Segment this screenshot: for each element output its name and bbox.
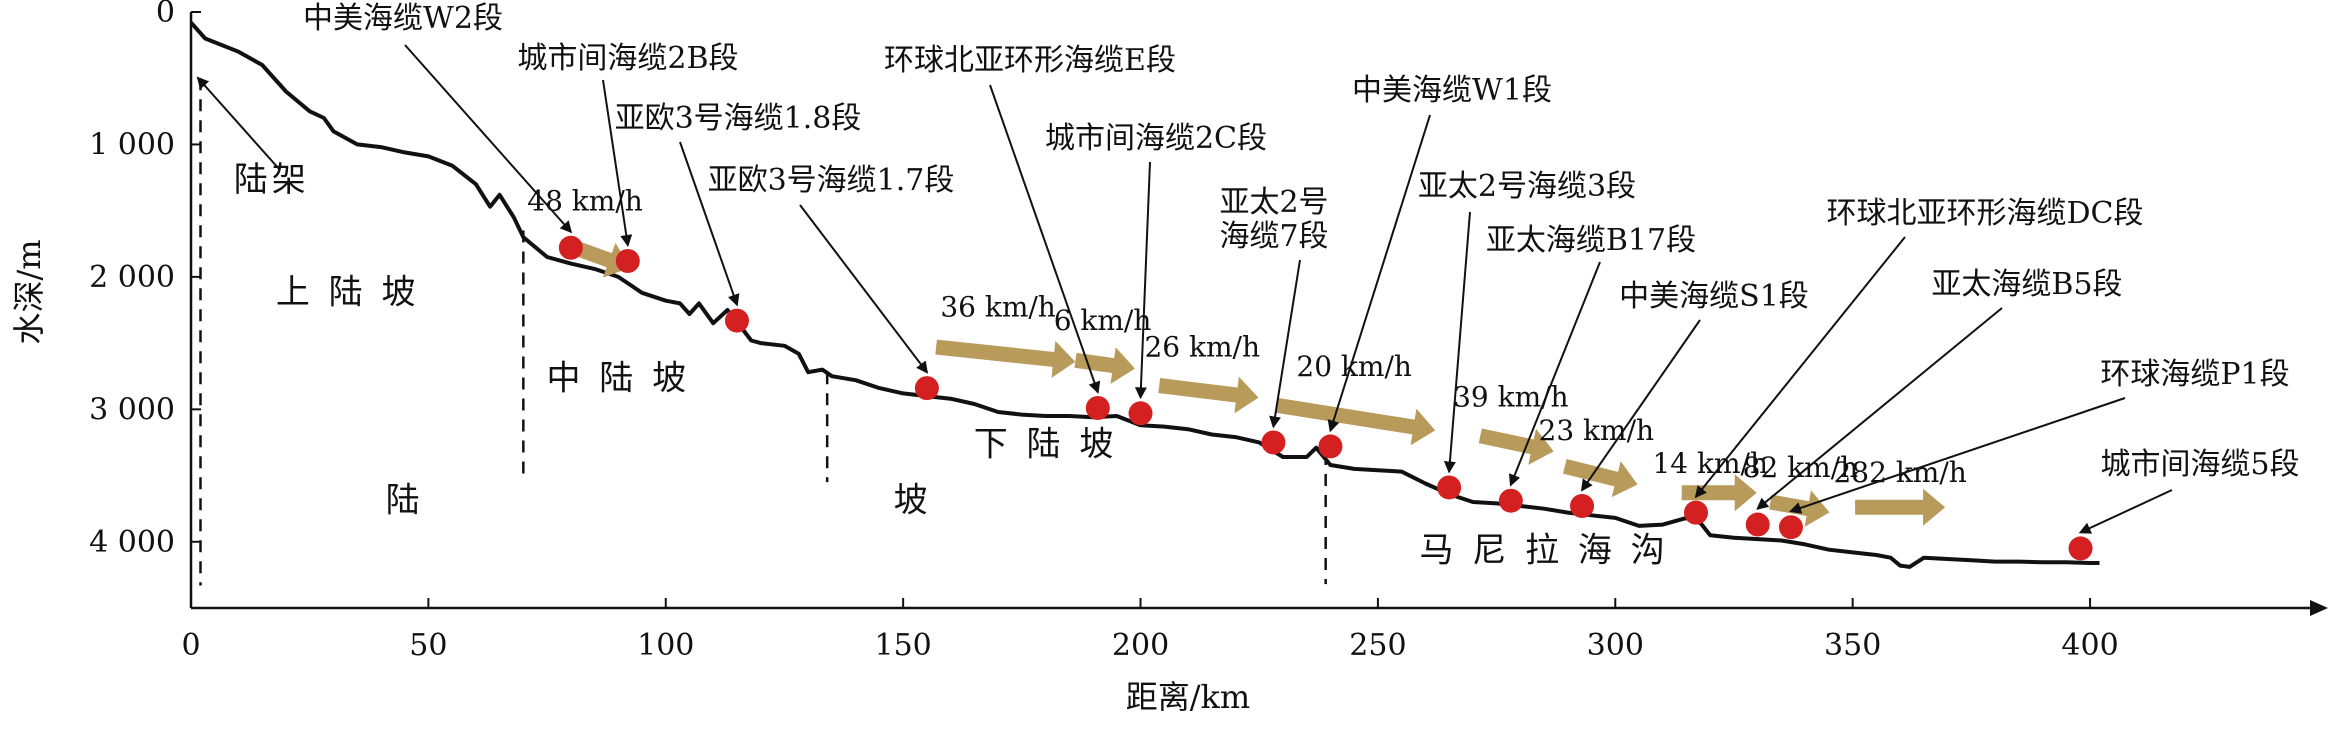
cable-break-leader-line xyxy=(1756,307,2003,510)
cable-break-label: 亚太2号海缆7段 xyxy=(1219,185,1328,254)
cable-break-marker xyxy=(1261,430,1286,455)
speed-arrow-icon xyxy=(1855,488,1946,526)
cable-break-leader-line xyxy=(1694,236,1906,499)
cable-break-leader-line xyxy=(1789,397,2126,514)
speed-label: 26 km/h xyxy=(1144,330,1260,363)
cable-break-marker xyxy=(1318,434,1343,459)
region-label: 陆 xyxy=(386,480,424,520)
x-tick-label: 250 xyxy=(1349,628,1406,663)
cable-break-leader-line xyxy=(1508,261,1601,487)
cable-break-marker xyxy=(1570,494,1595,519)
speed-label: 39 km/h xyxy=(1453,381,1569,414)
speed-label: 82 km/h xyxy=(1743,451,1859,484)
region-label: 下 陆 坡 xyxy=(974,425,1118,465)
region-label: 陆架 xyxy=(234,160,310,200)
speed-arrow-icon xyxy=(1478,428,1554,465)
speed-label: 48 km/h xyxy=(527,185,643,218)
x-tick-label: 400 xyxy=(2061,628,2118,663)
speed-label: 23 km/h xyxy=(1539,414,1655,447)
cable-break-marker xyxy=(615,248,640,273)
cable-break-leader-line xyxy=(1580,319,1701,492)
cable-break-leader-line xyxy=(1269,259,1301,429)
x-axis-arrow-icon xyxy=(2310,600,2328,616)
cable-break-leader-line xyxy=(404,44,573,234)
cable-break-leader-line xyxy=(799,204,929,374)
y-tick-label: 4 000 xyxy=(89,525,175,560)
cable-break-leader-line xyxy=(679,141,740,307)
region-label: 上 陆 坡 xyxy=(276,272,420,312)
cable-break-label: 城市间海缆2B段 xyxy=(517,41,738,76)
cable-break-label: 亚欧3号海缆1.7段 xyxy=(708,163,955,198)
speed-arrow-icon xyxy=(1074,347,1135,384)
region-label: 马 尼 拉 海 沟 xyxy=(1419,531,1668,571)
cable-break-marker xyxy=(1683,500,1708,525)
speed-label: 36 km/h xyxy=(940,291,1056,324)
y-tick-label: 1 000 xyxy=(89,127,175,162)
cable-break-marker xyxy=(558,235,583,260)
y-axis-title: 水深/m xyxy=(10,239,48,344)
cable-break-leader-line xyxy=(602,79,633,247)
speed-label: 282 km/h xyxy=(1833,456,1966,489)
cable-break-leader-line xyxy=(1443,211,1471,474)
cable-break-label: 中美海缆W1段 xyxy=(1352,73,1552,108)
speed-arrow-icon xyxy=(1681,474,1757,512)
cable-break-marker xyxy=(1128,401,1153,426)
region-label: 坡 xyxy=(894,480,932,520)
cable-break-label: 亚太2号海缆3段 xyxy=(1418,169,1636,204)
speed-arrow-icon xyxy=(1158,376,1259,414)
speed-label: 6 km/h xyxy=(1054,304,1152,337)
shelf-pointer-line xyxy=(196,76,281,171)
x-tick-label: 50 xyxy=(409,628,447,663)
speed-label: 14 km/h xyxy=(1652,447,1768,480)
cable-break-marker xyxy=(2068,536,2093,561)
x-axis-title: 距离/km xyxy=(1126,678,1251,716)
cable-break-marker xyxy=(1437,475,1462,500)
region-label: 中 陆 坡 xyxy=(546,358,690,398)
cable-break-leader-line xyxy=(1134,161,1151,400)
y-tick-label: 2 000 xyxy=(89,260,175,295)
cable-break-label: 亚太海缆B17段 xyxy=(1486,223,1696,258)
y-tick-label: 0 xyxy=(156,0,175,30)
cable-break-label: 环球海缆P1段 xyxy=(2100,357,2289,392)
speed-label: 20 km/h xyxy=(1296,350,1412,383)
speed-arrow-icon xyxy=(1276,397,1436,446)
x-tick-label: 200 xyxy=(1112,628,1169,663)
cable-break-marker xyxy=(1085,396,1110,421)
cable-break-label: 环球北亚环形海缆DC段 xyxy=(1826,196,2143,231)
cable-break-label-line: 海缆7段 xyxy=(1219,219,1328,254)
cable-break-label-line: 亚太2号 xyxy=(1219,185,1328,220)
x-tick-label: 0 xyxy=(181,628,200,663)
x-tick-label: 100 xyxy=(637,628,694,663)
cable-break-leader-line xyxy=(2078,489,2173,534)
cable-break-marker xyxy=(1498,488,1523,513)
cable-break-marker xyxy=(1778,515,1803,540)
speed-arrow-icon xyxy=(1562,459,1638,498)
y-tick-label: 3 000 xyxy=(89,392,175,427)
cable-break-leader-line xyxy=(1327,114,1431,433)
cable-break-marker xyxy=(1745,512,1770,537)
cable-break-label: 环球北亚环形海缆E段 xyxy=(884,43,1176,78)
cable-break-label: 中美海缆W2段 xyxy=(303,1,503,36)
x-tick-label: 150 xyxy=(875,628,932,663)
x-tick-label: 350 xyxy=(1824,628,1881,663)
cable-break-label: 城市间海缆2C段 xyxy=(1045,121,1267,156)
cable-break-marker xyxy=(724,308,749,333)
x-tick-label: 300 xyxy=(1587,628,1644,663)
cable-break-label: 中美海缆S1段 xyxy=(1619,279,1809,314)
cable-break-marker xyxy=(914,376,939,401)
cable-break-leader-line xyxy=(989,84,1101,394)
cable-break-label: 亚太海缆B5段 xyxy=(1931,267,2122,302)
cable-break-label: 亚欧3号海缆1.8段 xyxy=(615,101,862,136)
cable-break-label: 城市间海缆5段 xyxy=(2100,447,2299,482)
speed-arrow-icon xyxy=(935,339,1076,378)
